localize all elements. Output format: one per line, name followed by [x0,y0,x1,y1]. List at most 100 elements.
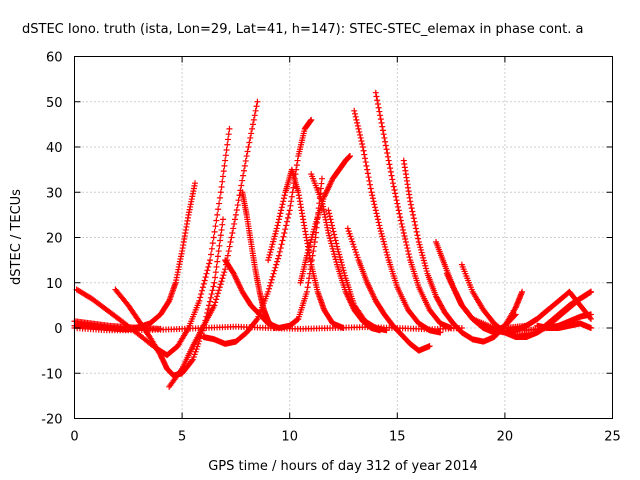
data-point [212,299,219,306]
data-point [367,181,374,188]
data-point [191,351,198,358]
data-point [422,262,429,269]
data-point [382,243,389,250]
data-point [193,346,200,353]
data-point [409,208,416,215]
data-point [275,252,282,259]
data-point [377,225,384,232]
data-point [220,272,227,279]
data-point [244,148,251,155]
data-point [341,272,348,279]
data-point [358,137,365,144]
data-point [279,237,286,244]
data-point [221,269,228,276]
data-point [347,233,354,240]
data-point [272,264,279,271]
data-point [265,254,272,261]
data-point [344,225,351,232]
data-point [223,147,230,154]
data-point [383,146,390,153]
data-point [331,231,338,238]
y-tick-label: 10 [46,277,63,292]
data-point [405,251,412,258]
data-point [368,189,375,196]
data-point [271,233,278,240]
data-point [267,279,274,286]
data-point [351,107,358,114]
data-point [395,207,402,214]
data-point [404,245,411,252]
data-point [371,201,378,208]
data-point [423,268,430,275]
data-point [420,257,427,264]
data-point [209,240,216,247]
data-point [196,297,203,304]
data-point [226,243,233,250]
data-point [275,219,282,226]
data-point [239,177,246,184]
data-point [350,241,357,248]
data-point [382,138,389,145]
data-point [351,110,358,117]
data-point [519,288,526,295]
data-point [390,183,397,190]
data-point [202,274,209,281]
data-point [274,222,281,229]
data-point [205,263,212,270]
data-point [357,134,364,141]
data-point [212,274,219,281]
data-point [352,249,359,256]
data-point [207,257,214,264]
data-series [71,180,199,333]
data-point [318,175,325,182]
y-tick-label: -20 [41,413,62,428]
data-point [303,288,310,295]
data-point [327,237,334,244]
data-point [218,226,225,233]
data-point [351,246,358,253]
data-point [288,198,295,205]
data-point [362,159,369,166]
data-point [304,249,311,256]
data-point [289,189,296,196]
data-point [273,228,280,235]
data-point [215,206,222,213]
data-point [415,235,422,242]
data-point [214,211,221,218]
data-point [224,252,231,259]
data-point [345,228,352,235]
data-point [310,228,317,235]
data-point [359,140,366,147]
data-point [396,210,403,217]
data-point [363,162,370,169]
x-tick-label: 10 [281,430,298,445]
data-point [379,236,386,243]
data-point [408,205,415,212]
data-point [375,104,382,111]
data-point [379,123,386,130]
data-point [378,119,385,126]
data-point [216,242,223,249]
data-point [374,213,381,220]
data-point [415,239,422,246]
data-point [326,213,333,220]
data-point [377,116,384,123]
data-point [190,354,197,361]
data-series [71,323,465,334]
data-point [217,237,224,244]
data-point [384,254,391,261]
data-point [355,125,362,132]
data-point [221,162,228,169]
data-point [192,348,199,355]
data-point [401,232,408,239]
data-point [253,317,260,324]
data-point [413,228,420,235]
data-point [329,245,336,252]
data-point [333,259,340,266]
data-point [216,200,223,207]
data-point [286,207,293,214]
data-point [366,177,373,184]
x-tick-label: 15 [389,430,406,445]
data-point [270,236,277,243]
data-point [365,174,372,181]
